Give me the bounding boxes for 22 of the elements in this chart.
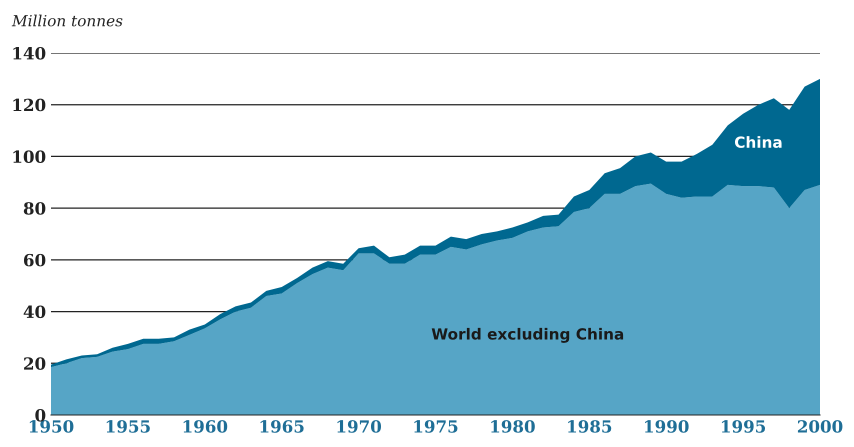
y-tick-label: 40 [24,306,46,318]
x-tick-label: 1990 [645,420,689,433]
x-tick-label: 1955 [106,420,150,433]
x-tick-label: 1970 [337,420,382,433]
y-tick-label: 100 [13,150,46,163]
y-tick-label: 80 [24,202,46,215]
y-tick-label: 60 [24,254,46,266]
x-tick-label: 1985 [568,420,612,433]
x-tick-label: 1975 [414,420,458,433]
series-label: World excluding China [432,328,624,343]
x-tick-label: 1965 [260,420,304,433]
y-tick-label: 140 [13,46,46,60]
y-axis-title: Million tonnes [12,14,122,26]
x-tick-label: 1960 [184,420,228,433]
x-tick-label: 1980 [491,420,535,433]
y-tick-label: 120 [13,98,46,112]
y-tick-label: 0 [35,408,46,422]
series-label: China [734,136,782,148]
x-tick-label: 2000 [798,420,842,433]
x-tick-label: 1995 [722,420,766,433]
y-tick-label: 20 [24,357,46,370]
x-tick-label: 1950 [30,420,74,433]
